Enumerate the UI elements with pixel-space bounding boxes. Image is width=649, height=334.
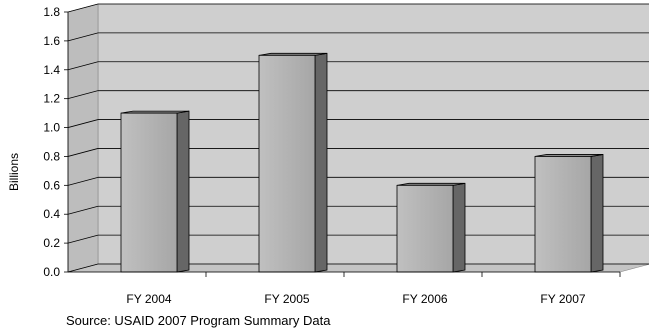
bars xyxy=(120,52,604,273)
gridline-side xyxy=(67,205,99,215)
x-tick-label: FY 2006 xyxy=(402,292,447,306)
gridline-side xyxy=(67,61,99,71)
bar-front xyxy=(534,156,592,273)
y-tick-label: 1.8 xyxy=(43,5,60,19)
bar xyxy=(534,153,604,273)
bar xyxy=(120,110,190,273)
gridline-side xyxy=(67,90,99,100)
y-tick-label: 0.2 xyxy=(43,236,60,250)
side-wall xyxy=(67,3,99,273)
bar-side xyxy=(590,153,604,273)
y-tick-label: 0.6 xyxy=(43,178,60,192)
gridline-side xyxy=(67,32,99,42)
bar-front xyxy=(258,54,316,273)
x-axis-ticks: FY 2004 FY 2005 FY 2006 FY 2007 xyxy=(68,271,621,306)
y-tick-label: 0.4 xyxy=(43,207,60,221)
gridline-side xyxy=(67,148,99,157)
plot-walls xyxy=(67,3,649,273)
y-tick-label: 1.0 xyxy=(43,121,60,135)
gridline-side xyxy=(67,3,99,13)
y-tick-label: 1.4 xyxy=(43,63,60,77)
y-tick-label: 0.0 xyxy=(43,265,60,279)
bar-side xyxy=(452,182,466,273)
bar-side xyxy=(176,110,190,273)
gridline-side xyxy=(67,263,99,273)
y-axis-ticks: 0.0 0.2 0.4 0.6 0.8 1.0 1.2 1.4 1.6 1.8 xyxy=(43,5,69,279)
bar xyxy=(396,182,466,273)
gridline-side xyxy=(67,234,99,244)
x-tick-label: FY 2007 xyxy=(540,292,585,306)
y-axis-label: Billions xyxy=(7,153,21,191)
y-tick-label: 1.2 xyxy=(43,92,60,106)
bar-front xyxy=(120,112,178,273)
x-tick-label: FY 2005 xyxy=(264,292,309,306)
y-tick-label: 0.8 xyxy=(43,149,60,163)
gridline-side xyxy=(67,176,99,186)
x-tick-label: FY 2004 xyxy=(126,292,171,306)
y-tick-label: 1.6 xyxy=(43,34,60,48)
source-note: Source: USAID 2007 Program Summary Data xyxy=(66,313,331,328)
gridline-side xyxy=(67,119,99,128)
bar-front xyxy=(396,184,454,273)
bar-side xyxy=(314,52,328,273)
bar xyxy=(258,52,328,273)
